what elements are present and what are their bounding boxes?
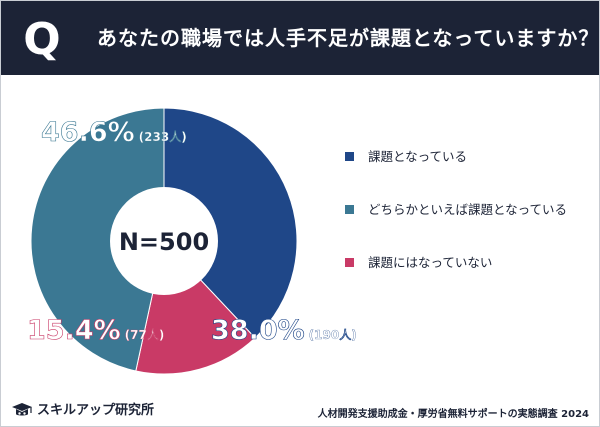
donut-slices [30,107,298,375]
q-mark-text: Q [23,14,60,63]
data-labels: 38.0% (190人) 15.4% (77人) 46.6% (233人) [27,117,357,347]
legend-swatch [345,205,354,214]
legend-label: 課題にはなっていない [368,255,493,270]
donut-chart: N=500 38.0% (190人) 15.4% (77人) 46.6% (233人) [27,107,357,375]
slice-count: (233人) [139,129,187,144]
slice-count: (190人) [309,327,357,342]
mortarboard-icon [12,403,32,416]
donut-hole [110,187,218,295]
slice-percent: 46.6% [41,117,135,148]
slice-data-label: 38.0% (190人) [211,315,357,346]
slice-percent: 15.4% [27,315,121,346]
legend-swatch [345,258,354,267]
slice-count: (77人) [125,327,165,342]
slice-percent: 38.0% [211,315,305,346]
question-header: Q あなたの職場では人手不足が課題となっていますか？ [1,1,599,75]
center-label: N=500 [119,228,209,256]
source-note: 人材開発支援助成金・厚労省無料サポートの実態調査 2024 [317,409,589,420]
legend-swatch [345,152,354,161]
brand-name: スキルアップ研究所 [37,403,155,418]
slice-data-label: 46.6% (233人) [41,117,187,148]
slice-data-label: 15.4% (77人) [27,315,164,346]
legend-label: 課題となっている [368,149,468,164]
legend-label: どちらかといえば課題となっている [368,202,568,217]
donut-slice [30,107,165,372]
question-title: あなたの職場では人手不足が課題となっていますか？ [97,26,600,50]
donut-slice [163,107,298,339]
q-mark-icon: Q [23,14,60,63]
